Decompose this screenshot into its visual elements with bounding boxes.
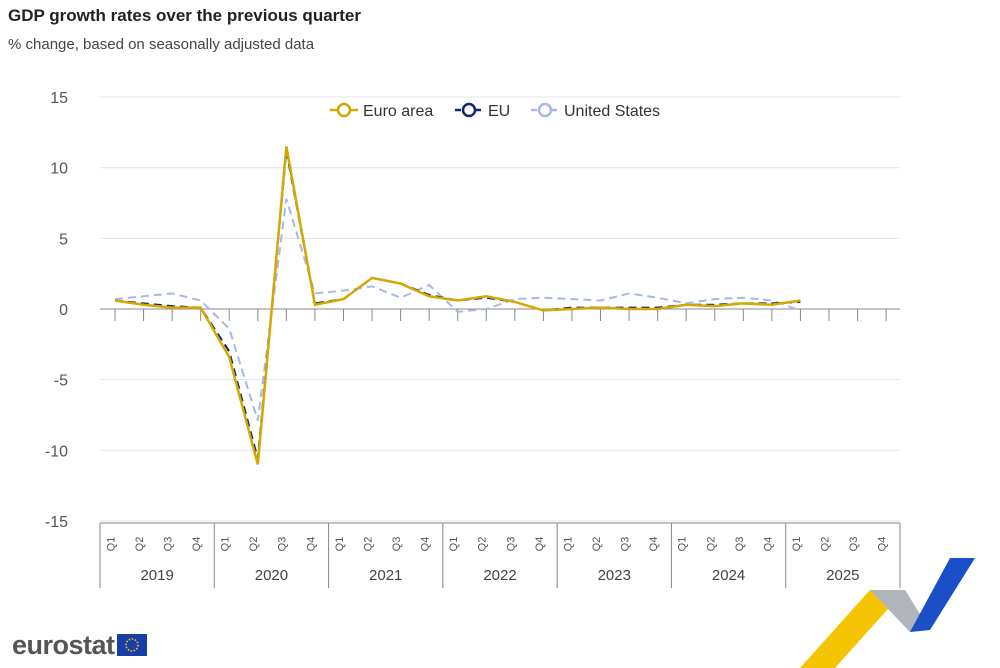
quarter-label: Q2 (705, 537, 717, 552)
eurostat-logo: eurostat (12, 630, 147, 661)
quarter-label: Q1 (677, 537, 689, 552)
quarter-label: Q1 (791, 537, 803, 552)
y-tick-label: -5 (54, 373, 68, 390)
quarter-label: Q4 (534, 537, 546, 552)
eu-flag-icon (116, 634, 147, 656)
quarter-label: Q4 (305, 537, 317, 552)
quarter-label: Q4 (420, 537, 432, 552)
quarter-label: Q2 (248, 537, 260, 552)
quarter-label: Q2 (820, 537, 832, 552)
quarter-label: Q2 (362, 537, 374, 552)
quarter-label: Q1 (220, 537, 232, 552)
legend-item[interactable]: Euro area (330, 102, 433, 120)
legend-marker (336, 102, 352, 118)
year-label: 2020 (255, 567, 288, 584)
year-label: 2023 (598, 567, 631, 584)
logo-text: eurostat (12, 630, 115, 660)
legend-label: United States (564, 103, 660, 120)
legend-marker (461, 102, 477, 118)
quarter-label: Q2 (591, 537, 603, 552)
quarter-label: Q3 (162, 537, 174, 552)
year-label: 2024 (712, 567, 745, 584)
y-tick-label: 10 (50, 161, 68, 178)
y-tick-label: 0 (59, 302, 68, 319)
legend-label: EU (488, 103, 510, 120)
quarter-label: Q3 (391, 537, 403, 552)
quarter-label: Q4 (762, 537, 774, 552)
quarter-label: Q4 (648, 537, 660, 552)
decorative-stripe-yellow (800, 590, 905, 668)
y-tick-label: 15 (50, 90, 68, 107)
quarter-label: Q1 (105, 537, 117, 552)
quarter-label: Q3 (505, 537, 517, 552)
decorative-stripe-blue (910, 558, 975, 632)
y-tick-label: -10 (45, 443, 68, 460)
chart-title: GDP growth rates over the previous quart… (8, 6, 361, 25)
decorative-stripe-grey (870, 590, 930, 632)
quarter-label: Q3 (277, 537, 289, 552)
quarter-label: Q2 (134, 537, 146, 552)
chart-subtitle: % change, based on seasonally adjusted d… (8, 36, 315, 53)
series-line-united-states (114, 198, 801, 421)
series-line-euro-area (114, 146, 801, 465)
year-label: 2025 (826, 567, 859, 584)
quarter-label: Q3 (734, 537, 746, 552)
quarter-label: Q4 (191, 537, 203, 552)
year-label: 2022 (483, 567, 516, 584)
y-tick-label: 5 (59, 231, 68, 248)
legend-label: Euro area (363, 103, 433, 120)
quarter-label: Q1 (562, 537, 574, 552)
quarter-label: Q1 (334, 537, 346, 552)
quarter-label: Q2 (477, 537, 489, 552)
year-label: 2019 (140, 567, 173, 584)
legend-item[interactable]: United States (531, 102, 660, 120)
legend-marker (537, 102, 553, 118)
quarter-label: Q3 (848, 537, 860, 552)
year-label: 2021 (369, 567, 402, 584)
quarter-label: Q4 (877, 537, 889, 552)
quarter-label: Q1 (448, 537, 460, 552)
legend-item[interactable]: EU (455, 102, 510, 120)
y-tick-label: -15 (45, 514, 68, 531)
quarter-label: Q3 (620, 537, 632, 552)
